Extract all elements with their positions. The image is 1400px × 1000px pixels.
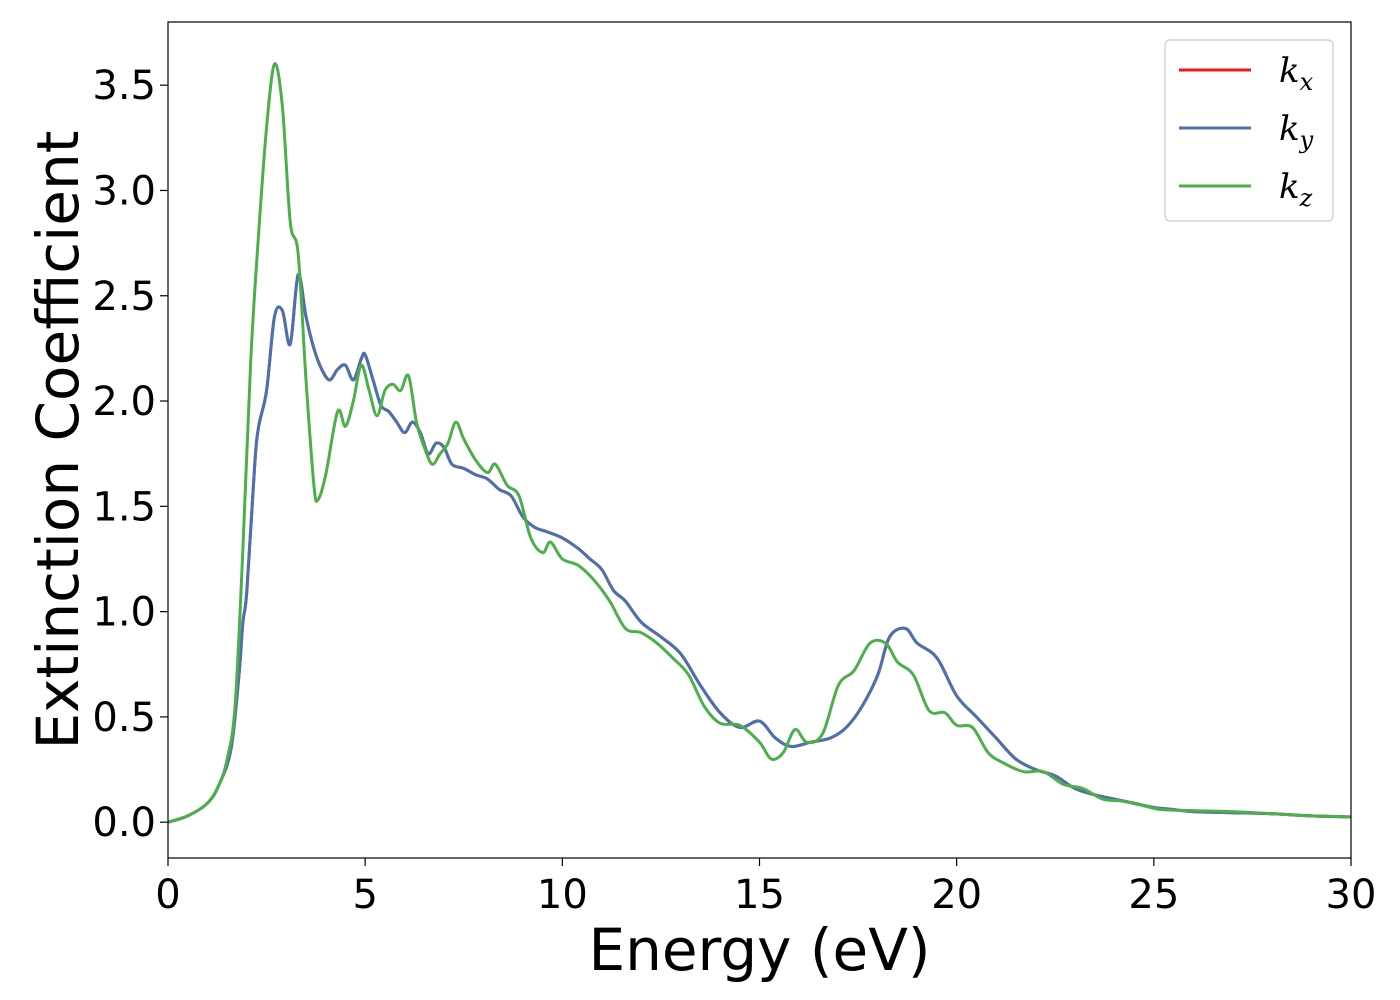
y-tick-label: 2.0 — [92, 379, 156, 425]
x-axis-ticks: 0 5 10 15 20 25 30 — [155, 858, 1376, 918]
legend-label-subscript: y — [1299, 126, 1314, 154]
legend-label-main: k — [1279, 51, 1300, 91]
x-tick-label: 0 — [155, 872, 180, 918]
legend-label-main: k — [1279, 109, 1300, 149]
x-tick-label: 15 — [734, 872, 785, 918]
x-tick-label: 20 — [931, 872, 982, 918]
legend-label-k-z: kz — [1279, 167, 1313, 212]
series-line-k-z — [168, 62, 1351, 824]
legend-box — [1164, 39, 1334, 222]
y-tick-label: 2.5 — [92, 274, 156, 320]
legend-label-subscript: x — [1300, 68, 1314, 96]
x-tick-label: 5 — [352, 872, 377, 918]
x-tick-label: 10 — [537, 872, 588, 918]
y-tick-label: 3.5 — [92, 63, 156, 109]
legend-label-subscript: z — [1299, 184, 1313, 212]
legend-label-k-y: ky — [1279, 109, 1314, 154]
series-layer — [168, 62, 1351, 824]
x-axis-label: Energy (eV) — [588, 916, 930, 984]
legend-label-k-x: kx — [1279, 51, 1314, 96]
x-tick-label: 30 — [1326, 872, 1377, 918]
y-tick-label: 1.0 — [92, 590, 156, 636]
legend-label-main: k — [1279, 167, 1300, 207]
y-tick-label: 3.0 — [92, 168, 156, 214]
y-tick-label: 0.5 — [92, 695, 156, 741]
y-tick-label: 1.5 — [92, 484, 156, 530]
x-tick-label: 25 — [1128, 872, 1179, 918]
y-axis-ticks: 0.0 0.5 1.0 1.5 2.0 2.5 3.0 3.5 — [92, 63, 168, 846]
y-tick-label: 0.0 — [92, 800, 156, 846]
y-axis-label: Extinction Coefficient — [24, 131, 92, 750]
series-line-k-y — [168, 273, 1351, 824]
